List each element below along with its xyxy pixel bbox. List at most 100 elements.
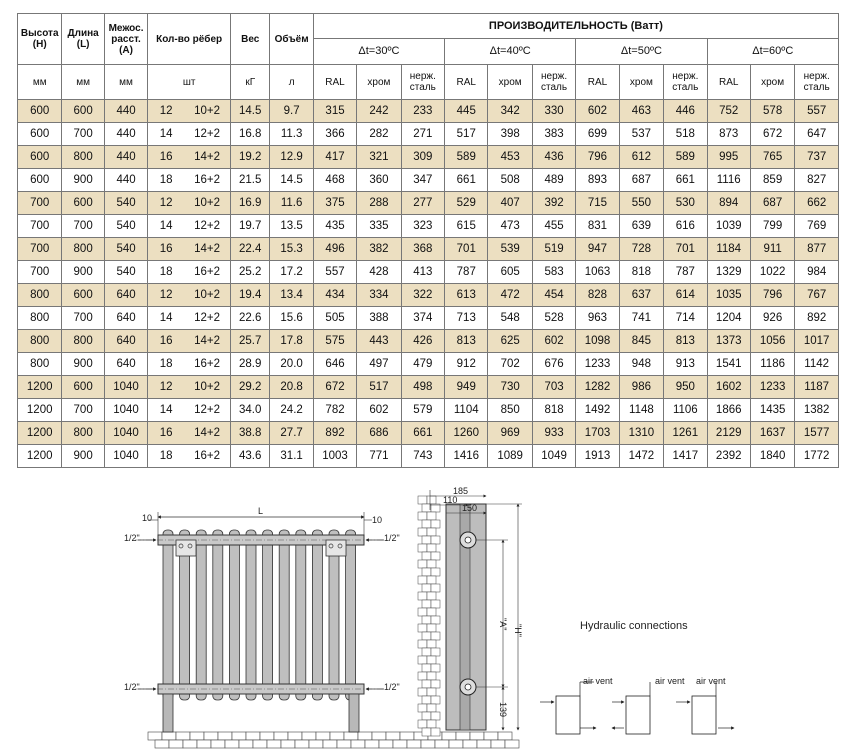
table-cell: 741 [618,306,665,330]
table-cell: 602 [531,329,577,353]
table-cell: 12+2 [184,214,232,238]
table-cell: 640 [103,329,149,353]
table-cell: 20.0 [269,352,314,376]
table-cell: 602 [356,398,402,422]
table-cell: 11.3 [269,122,314,146]
table-cell: 640 [103,306,149,330]
table-cell: 800 [16,329,63,353]
table-cell: 1373 [706,329,751,353]
dim-side-left-label: 10 [142,513,152,523]
table-cell: 701 [663,237,708,261]
table-cell: 796 [575,145,620,169]
table-cell: 948 [618,352,665,376]
table-cell: 605 [487,260,533,284]
table-cell: 672 [312,375,358,399]
table-cell: 22.4 [230,237,271,261]
table-cell: 1703 [575,421,620,445]
table-cell: 676 [531,352,577,376]
table-cell: 796 [749,283,796,307]
table-cell: 600 [61,191,105,215]
table-cell: 640 [103,283,149,307]
table-cell: 647 [794,122,839,146]
table-cell: 14+2 [184,237,232,261]
table-cell: 614 [663,283,708,307]
table-cell: 913 [663,352,708,376]
table-cell: 661 [663,168,708,192]
table-cell: 17.8 [269,329,314,353]
table-cell: 800 [61,237,105,261]
table-cell: 334 [356,283,402,307]
floor-bricks [147,731,520,749]
table-cell: 10+2 [184,99,232,123]
table-cell: 1310 [618,421,665,445]
table-cell: 995 [706,145,751,169]
table-cell: 440 [103,145,149,169]
table-cell: 383 [531,122,577,146]
table-cell: 1184 [706,237,751,261]
table-cell: 1200 [16,375,63,399]
finish-ral: RAL [706,64,751,100]
finish-ral: RAL [575,64,620,100]
header-height: Высота (Н) [16,13,63,65]
table-cell: 877 [794,237,839,261]
table-cell: 702 [487,352,533,376]
table-cell: 1040 [103,375,149,399]
table-cell: 12.9 [269,145,314,169]
table-cell: 700 [16,260,63,284]
table-cell: 813 [663,329,708,353]
thread-top-right: 1/2" [384,533,400,543]
table-cell: 602 [575,99,620,123]
table-cell: 13.4 [269,283,314,307]
unit-length: мм [61,64,105,100]
finish-ral: RAL [444,64,489,100]
finish-steel: нерж. сталь [400,64,446,100]
table-row: 1200 800 1040 16 14+2 38.8 27.7 892 686 661 1260 96… [16,421,839,445]
hydraulic-connections: Hydraulic connections air vent air vent … [540,620,735,735]
table-cell: 479 [400,352,446,376]
table-cell: 473 [487,214,533,238]
table-row: 600 800 440 16 14+2 19.2 12.9 417 321 309 589 453 43… [16,145,839,169]
table-cell: 16+2 [184,168,232,192]
finish-steel: нерж. сталь [794,64,839,100]
table-cell: 382 [356,237,402,261]
table-cell: 17.2 [269,260,314,284]
table-cell: 600 [61,283,105,307]
table-cell: 700 [16,214,63,238]
table-cell: 893 [575,168,620,192]
table-cell: 687 [618,168,665,192]
table-cell: 392 [531,191,577,215]
table-cell: 530 [663,191,708,215]
table-cell: 518 [663,122,708,146]
finish-chrome: хром [487,64,533,100]
table-cell: 639 [618,214,665,238]
table-cell: 1417 [663,444,708,468]
table-cell: 34.0 [230,398,271,422]
table-cell: 288 [356,191,402,215]
table-cell: 782 [312,398,358,422]
finish-steel: нерж. сталь [531,64,577,100]
table-cell: 1492 [575,398,620,422]
table-cell: 700 [61,398,105,422]
table-cell: 1142 [794,352,839,376]
table-cell: 360 [356,168,402,192]
table-cell: 828 [575,283,620,307]
dim-a-label: "A" [498,618,508,630]
table-cell: 947 [575,237,620,261]
table-cell: 428 [356,260,402,284]
finish-chrome: хром [618,64,665,100]
table-cell: 19.4 [230,283,271,307]
table-cell: 18 [147,352,185,376]
table-cell: 1204 [706,306,751,330]
air-vent-label-1: air vent [583,676,613,686]
table-cell: 700 [61,122,105,146]
table-cell: 800 [16,283,63,307]
table-cell: 434 [312,283,358,307]
table-cell: 309 [400,145,446,169]
table-cell: 539 [487,237,533,261]
table-cell: 1200 [16,421,63,445]
table-cell: 703 [531,375,577,399]
table-cell: 12 [147,375,185,399]
table-row: 800 600 640 12 10+2 19.4 13.4 434 334 322 613 472 45… [16,283,839,307]
table-cell: 18 [147,168,185,192]
unit-weight: кГ [230,64,271,100]
